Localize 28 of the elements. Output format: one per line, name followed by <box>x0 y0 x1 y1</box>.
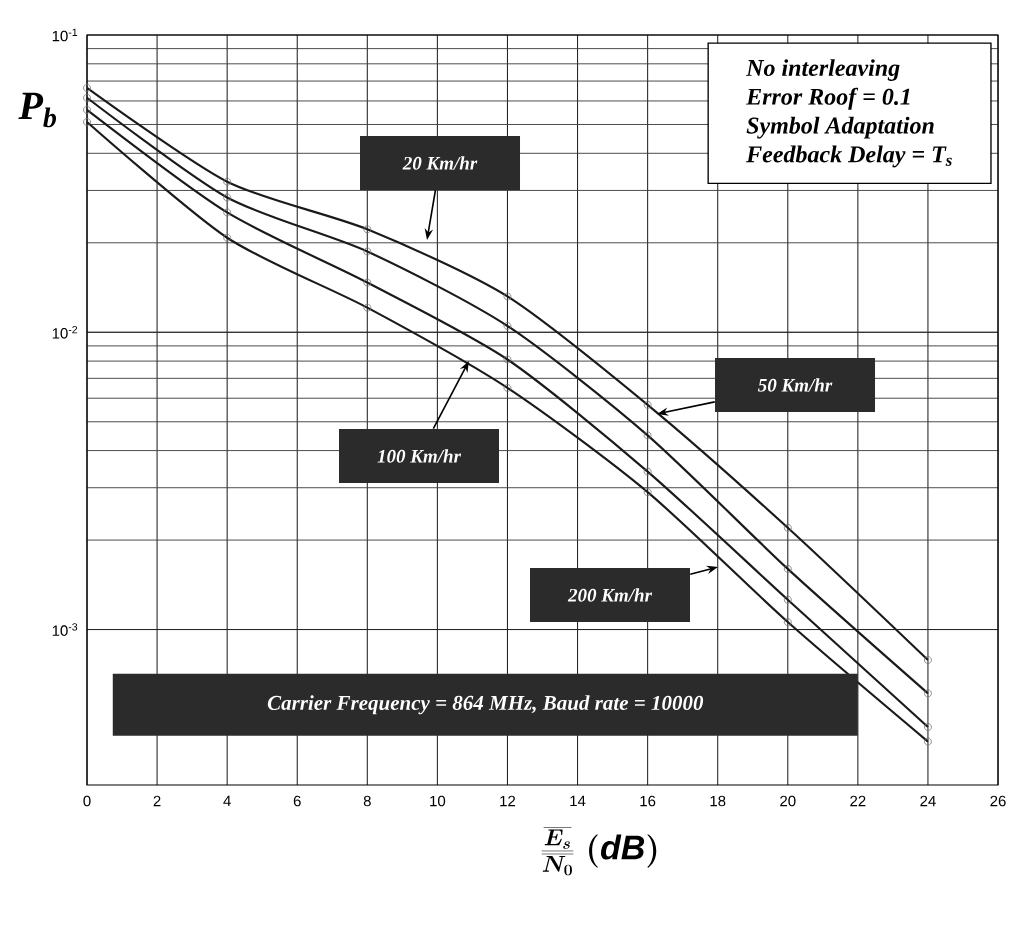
x-tick-label: 20 <box>780 795 796 807</box>
annotation: 20 Km/hr <box>402 156 478 170</box>
x-tick-label: 26 <box>990 795 1006 807</box>
annotation: Carrier Frequency = 864 MHz, Baud rate = 10000 <box>267 695 704 715</box>
annotation: Symbol Adaptation <box>746 116 934 139</box>
x-tick-label: 6 <box>293 795 301 807</box>
y-tick-label: 10$^{-2}$ <box>52 325 78 339</box>
x-tick-label: 4 <box>223 795 231 807</box>
annotation: No interleaving <box>745 59 900 81</box>
x-tick-label: 2 <box>153 795 161 807</box>
annotation: 200 Km/hr <box>567 588 653 602</box>
y-axis-title: P$_{b}$ <box>18 92 57 128</box>
x-axis-title: $\frac{\overline{E_{s}}}{\overline{N_{0}}}\;\mathit{(dB)}$ <box>541 827 657 876</box>
x-tick-label: 18 <box>710 795 726 807</box>
y-tick-label: 10$^{-3}$ <box>52 623 78 636</box>
x-tick-label: 24 <box>920 795 936 807</box>
x-tick-label: 10 <box>430 795 446 807</box>
annotation: Feedback Delay = T$_{s}$ <box>746 145 952 168</box>
x-tick-label: 0 <box>83 795 91 807</box>
x-tick-label: 14 <box>570 795 586 807</box>
annotation: 100 Km/hr <box>377 449 462 463</box>
y-tick-label: 10$^{-1}$ <box>52 28 78 42</box>
x-tick-label: 12 <box>500 795 516 807</box>
x-tick-label: 16 <box>640 795 656 807</box>
x-tick-label: 8 <box>363 795 371 807</box>
annotation: 50 Km/hr <box>758 378 833 392</box>
x-tick-label: 22 <box>850 795 866 807</box>
annotation: Error Roof = 0.1 <box>745 87 910 110</box>
